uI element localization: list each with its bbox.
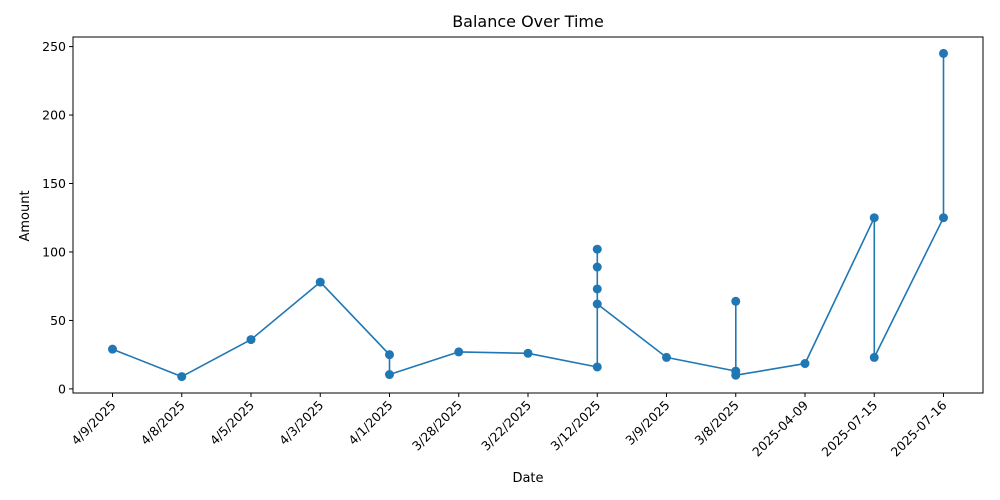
x-tick-label: 2025-07-15 (818, 398, 880, 460)
data-point (454, 347, 464, 357)
data-point (731, 296, 741, 306)
data-point (662, 352, 671, 362)
y-tick-label: 200 (42, 108, 66, 123)
data-point (177, 372, 187, 382)
x-tick-label: 4/8/2025 (138, 398, 188, 448)
x-tick-label: 4/9/2025 (68, 398, 118, 448)
data-point (592, 362, 602, 372)
x-tick-label: 4/5/2025 (207, 398, 257, 448)
x-tick-label: 3/8/2025 (692, 398, 742, 448)
x-tick-label: 3/28/2025 (409, 398, 465, 454)
x-tick-label: 4/3/2025 (276, 398, 326, 448)
data-point (592, 244, 602, 254)
x-axis-label: Date (512, 471, 543, 486)
series-line (112, 53, 945, 378)
y-tick-label: 50 (50, 313, 66, 328)
data-point (939, 213, 948, 223)
y-tick-label: 0 (58, 381, 66, 396)
y-tick-label: 250 (42, 39, 66, 54)
data-point (592, 299, 602, 309)
data-point (385, 370, 394, 380)
y-axis-label: Amount (18, 190, 33, 241)
chart-title: Balance Over Time (452, 12, 604, 31)
data-point (246, 335, 256, 345)
data-point (592, 284, 602, 294)
data-point (939, 48, 948, 58)
x-tick-label: 3/12/2025 (547, 398, 603, 454)
data-point (523, 348, 533, 358)
data-point (869, 352, 879, 362)
data-point (731, 370, 741, 380)
data-point (869, 213, 879, 223)
y-tick-label: 100 (42, 244, 66, 259)
x-tick-label: 3/9/2025 (622, 398, 672, 448)
x-tick-label: 2025-07-16 (888, 397, 950, 459)
y-tick-label: 150 (42, 176, 66, 191)
axes-frame (72, 36, 984, 394)
plot-area: 0 50 100 150 200 250 4/9/2025 4/8/2025 4/5/2025 4… (42, 36, 984, 460)
data-point (385, 350, 394, 360)
data-point (800, 359, 810, 369)
x-tick-label: 4/1/2025 (345, 398, 395, 448)
data-point (592, 262, 602, 272)
x-tick-label: 2025-04-09 (749, 397, 811, 459)
data-point (315, 277, 325, 287)
x-tick-label: 3/22/2025 (478, 398, 534, 454)
data-point (108, 344, 117, 354)
